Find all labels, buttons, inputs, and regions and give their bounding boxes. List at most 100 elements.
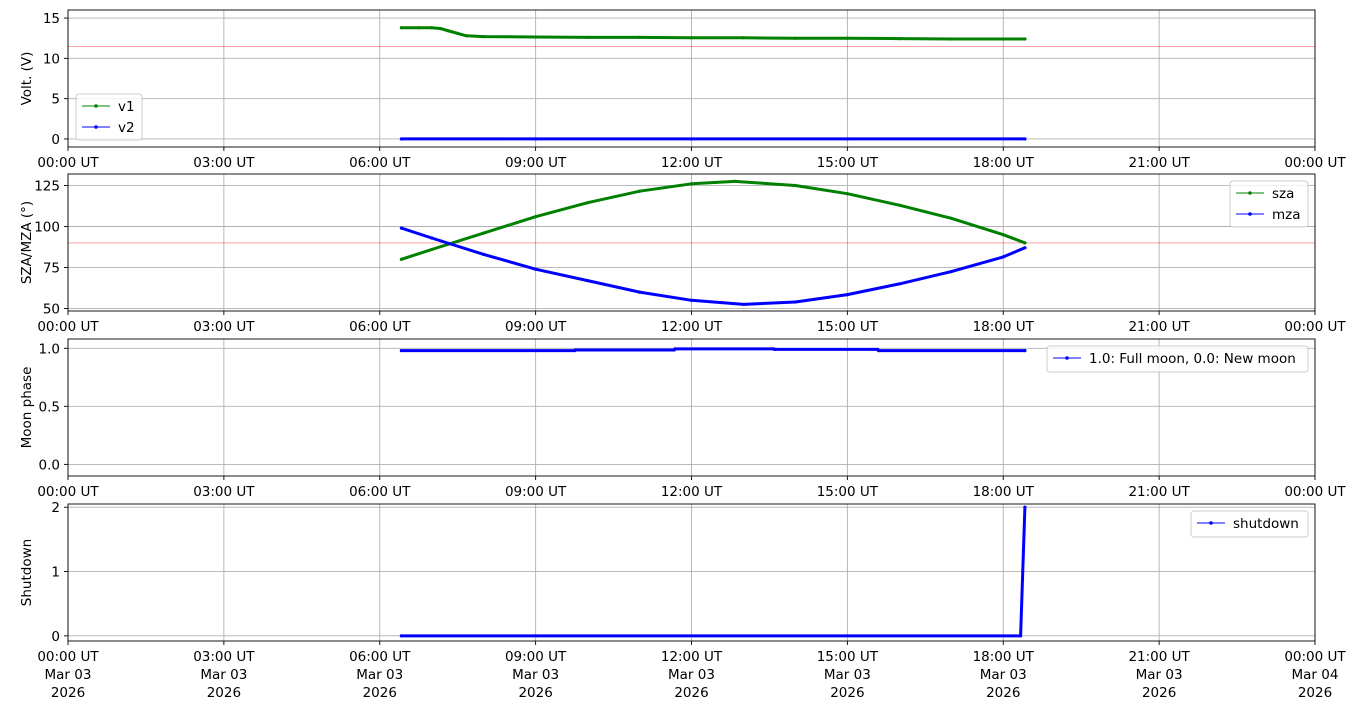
data-point [1023, 349, 1027, 353]
data-point [949, 37, 953, 41]
legend-marker [1248, 212, 1252, 216]
data-point [534, 35, 538, 39]
data-point [447, 29, 451, 33]
x-date-label: Mar 03 [980, 667, 1027, 683]
data-point [845, 292, 849, 297]
data-point [1023, 37, 1027, 41]
data-point [430, 26, 434, 30]
data-point [773, 347, 777, 352]
legend: 1.0: Full moon, 0.0: New moon [1046, 345, 1309, 373]
subplot-3: 0.0 0.5 1.0 00:00 UT 03:00 UT 06:00 UT 09:00 U… [19, 338, 1346, 500]
data-point [793, 300, 798, 304]
data-point [637, 35, 642, 40]
x-tick-label: 18:00 UT [973, 649, 1035, 665]
y-tick-label: 0.0 [39, 457, 60, 473]
x-tick-label: 00:00 UT [37, 649, 99, 665]
data-point [585, 279, 590, 283]
data-point [793, 36, 798, 40]
legend-entry: mza [1272, 207, 1301, 223]
x-tick-label: 18:00 UT [973, 155, 1035, 171]
data-point [464, 34, 468, 38]
data-point [1023, 246, 1027, 250]
legend-box [1046, 345, 1309, 373]
series-line-sza [399, 179, 1027, 261]
x-tick-label: 18:00 UT [973, 319, 1035, 335]
y-axis-label: Shutdown [19, 539, 35, 606]
data-point [534, 137, 538, 141]
x-year-label: 2026 [986, 685, 1020, 701]
legend-marker [94, 125, 98, 129]
x-tick-label: 06:00 UT [349, 484, 411, 500]
x-date-label: Mar 03 [200, 667, 247, 683]
data-point [1001, 37, 1005, 41]
data-point [741, 36, 746, 40]
y-tick-label: 125 [34, 178, 60, 194]
data-point [585, 201, 590, 205]
data-point [1023, 505, 1027, 509]
data-point [637, 290, 642, 294]
legend-entry: shutdown [1233, 516, 1299, 532]
data-point [876, 349, 881, 353]
y-tick-label: 2 [51, 500, 60, 516]
data-point [673, 347, 677, 351]
data-point [438, 26, 442, 31]
x-tick-label: 12:00 UT [661, 484, 723, 500]
data-point [793, 183, 798, 188]
subplot-2: 50 75 100 125 00:00 UT 03:00 UT 06:00 UT 09:00 … [19, 173, 1346, 335]
x-year-label: 2026 [1298, 685, 1332, 701]
x-tick-label: 09:00 UT [505, 155, 567, 171]
x-tick-label: 15:00 UT [817, 319, 879, 335]
data-point [1023, 241, 1027, 245]
data-point [1001, 233, 1005, 237]
data-point [399, 349, 403, 353]
x-date-label: Mar 04 [1292, 667, 1339, 683]
data-point [417, 26, 421, 30]
data-point [399, 257, 403, 261]
x-tick-label: 00:00 UT [37, 319, 99, 335]
data-point [456, 31, 460, 35]
legend-marker [1065, 356, 1069, 360]
x-tick-label: 00:00 UT [1284, 155, 1346, 171]
x-tick-label: 00:00 UT [1284, 319, 1346, 335]
x-tick-label: 12:00 UT [661, 319, 723, 335]
x-date-label: Mar 03 [824, 667, 871, 683]
x-tick-label: 06:00 UT [349, 649, 411, 665]
x-tick-label: 09:00 UT [505, 649, 567, 665]
data-point [482, 252, 486, 256]
data-point [845, 137, 849, 141]
data-point [399, 26, 403, 30]
x-date-label: Mar 03 [512, 667, 559, 683]
y-tick-label: 100 [34, 220, 60, 236]
data-point [637, 189, 642, 193]
data-point [897, 37, 901, 41]
x-tick-label: 15:00 UT [817, 484, 879, 500]
series-line-v1 [399, 26, 1027, 41]
legend-entry: sza [1272, 186, 1294, 202]
data-point [482, 231, 486, 235]
data-point [949, 216, 953, 220]
x-year-label: 2026 [1142, 685, 1176, 701]
data-point [534, 267, 538, 271]
x-date-label: Mar 03 [356, 667, 403, 683]
legend-marker [1209, 521, 1213, 525]
data-point [573, 348, 578, 352]
legend-entry: v2 [118, 120, 135, 136]
x-tick-label: 00:00 UT [37, 484, 99, 500]
x-tick-label: 03:00 UT [193, 155, 255, 171]
x-date-label: Mar 03 [45, 667, 92, 683]
y-tick-label: 5 [51, 92, 60, 108]
data-point [1001, 255, 1005, 259]
x-tick-label: 03:00 UT [193, 649, 255, 665]
data-point [482, 34, 486, 39]
x-tick-label: 21:00 UT [1128, 155, 1190, 171]
x-year-label: 2026 [51, 685, 85, 701]
data-point [741, 302, 746, 307]
x-tick-label: 12:00 UT [661, 649, 723, 665]
x-tick-label: 21:00 UT [1128, 649, 1190, 665]
subplot-4: 0 1 2 00:00 UT Mar 03 2026 03:00 UT Mar 03 2026 0… [19, 500, 1346, 701]
y-tick-label: 0 [51, 629, 60, 645]
y-tick-label: 0 [51, 132, 60, 148]
x-tick-label: 00:00 UT [37, 155, 99, 171]
data-point [534, 215, 538, 219]
